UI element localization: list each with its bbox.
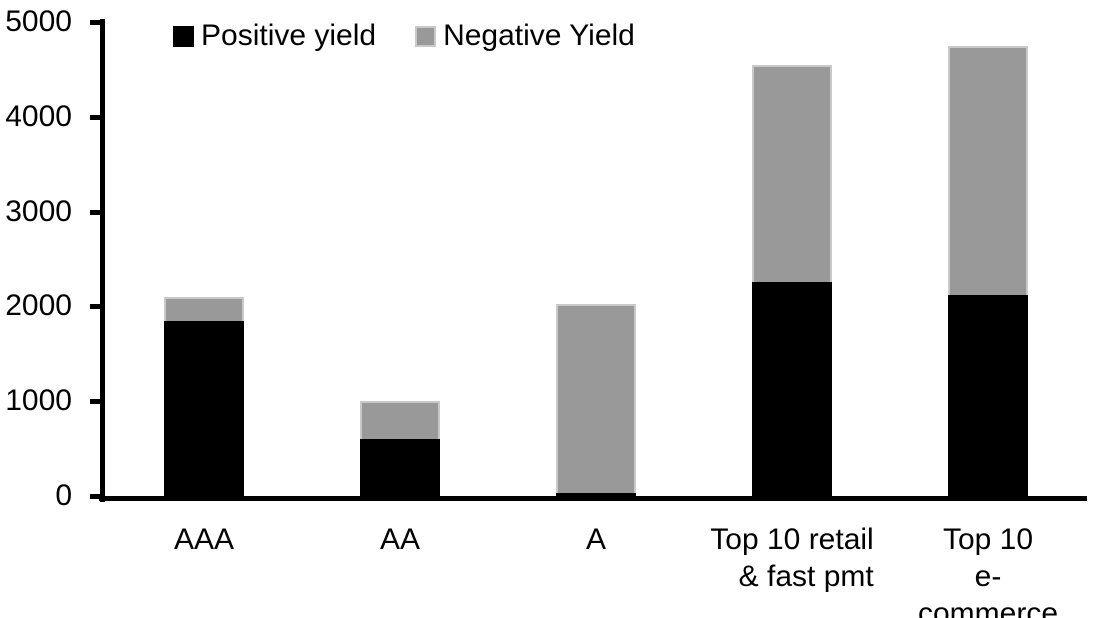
legend-item-negative-yield: Negative Yield (415, 18, 635, 54)
y-axis-tick-label: 3000 (5, 194, 72, 228)
x-axis-line (99, 496, 1087, 501)
bar-segment-positive-yield (752, 282, 832, 496)
legend-swatch (415, 25, 437, 47)
chart-legend: Positive yield Negative Yield (173, 18, 635, 54)
bar-segment-positive-yield (948, 295, 1028, 496)
y-axis-tick-label: 1000 (5, 384, 72, 418)
legend-label: Positive yield (201, 19, 377, 52)
y-axis-tick (90, 494, 101, 499)
y-axis-tick (90, 20, 101, 25)
y-axis-tick (90, 209, 101, 215)
category-label: AA (379, 523, 421, 556)
legend-swatch (173, 25, 194, 47)
legend-label: Negative Yield (443, 19, 635, 52)
bar-segment-negative-yield (752, 65, 832, 282)
y-axis-tick-label: 4000 (5, 99, 72, 133)
bar-segment-negative-yield (164, 297, 244, 321)
y-axis-tick-label: 0 (55, 479, 72, 512)
y-axis-tick (90, 399, 101, 405)
y-axis-line (100, 19, 105, 502)
y-axis-tick (90, 114, 101, 120)
bar-segment-positive-yield (360, 439, 440, 496)
category-label: AAA (173, 523, 235, 556)
bar-segment-positive-yield (164, 321, 244, 496)
y-axis-tick-label: 2000 (5, 289, 72, 323)
category-label: Top 10 retail & fast pmt (710, 523, 874, 593)
y-axis-tick (90, 304, 101, 310)
bar-segment-negative-yield (360, 401, 440, 439)
bar-segment-positive-yield (556, 493, 636, 496)
bar-segment-negative-yield (948, 46, 1028, 295)
legend-item-positive-yield: Positive yield (173, 18, 376, 54)
category-label: A (585, 523, 607, 556)
category-label: Top 10 e-commerce (917, 523, 1059, 618)
bar-segment-negative-yield (556, 304, 636, 493)
y-axis-tick-label: 5000 (5, 5, 72, 38)
